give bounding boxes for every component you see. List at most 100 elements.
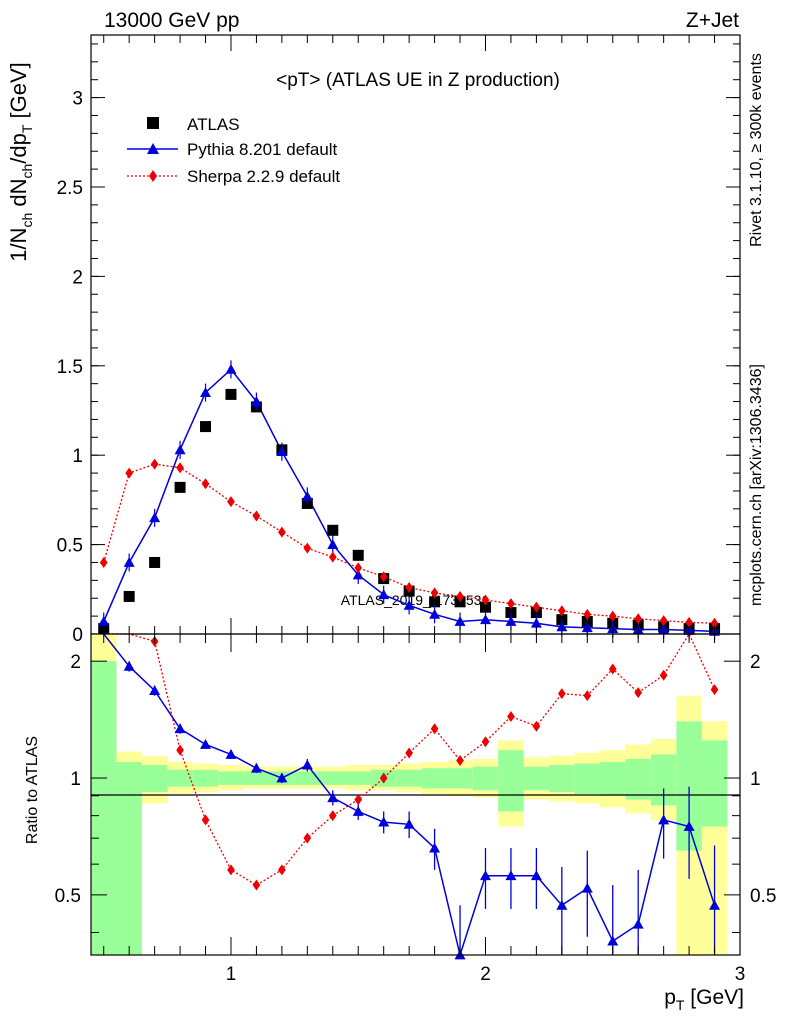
sherpa-point (278, 526, 286, 538)
ratio-sherpa-point (710, 684, 719, 696)
ratio-sherpa-point (532, 720, 541, 732)
ratio-pythia-point (429, 842, 441, 853)
sherpa-point (354, 562, 363, 574)
atlas-point (174, 481, 186, 493)
uncertainty-band-inner (91, 661, 117, 955)
sherpa-point (634, 613, 643, 625)
uncertainty-band-inner (625, 758, 651, 800)
pythia-point (429, 608, 441, 619)
rivet-label: Rivet 3.1.10, ≥ 300k events (748, 53, 765, 247)
pythia-point (454, 615, 466, 626)
sherpa-point (583, 608, 592, 620)
ratio-sherpa-point (379, 772, 388, 784)
ratio-pythia-point (123, 660, 135, 671)
ratio-pythia-point (378, 816, 390, 827)
main-ylabel: 1/Nch dNch/dpT [GeV] (6, 62, 35, 262)
pythia-point (327, 539, 339, 549)
uncertainty-band-inner (167, 769, 193, 787)
sherpa-point (125, 467, 134, 479)
ratio-sherpa-point (481, 736, 490, 748)
ratio-sherpa-point (507, 711, 515, 723)
pythia-point (276, 446, 288, 457)
ratio-ylabel: Ratio to ATLAS (24, 736, 41, 844)
ratio-ytick-label: 1 (70, 769, 81, 790)
ratio-pythia-point (556, 899, 568, 910)
uncertainty-band-inner (320, 771, 346, 785)
sherpa-point (608, 610, 617, 622)
sherpa-point (150, 458, 159, 470)
atlas-point (200, 421, 212, 433)
sherpa-point (99, 556, 108, 568)
uncertainty-band-inner (600, 761, 626, 796)
pythia-point (98, 615, 110, 626)
pythia-point (250, 396, 262, 406)
sherpa-point (328, 551, 337, 563)
ratio-pythia-point (200, 739, 212, 749)
atlas-point (123, 590, 135, 602)
ratio-sherpa-point (405, 747, 413, 759)
uncertainty-band-inner (243, 771, 270, 785)
sherpa-point (379, 571, 388, 583)
ratio-sherpa-point (659, 669, 668, 681)
sherpa-point (659, 615, 668, 627)
sherpa-point (456, 590, 464, 602)
ratio-pythia-point (276, 772, 288, 783)
pythia-point (301, 490, 313, 501)
pythia-point (200, 387, 212, 398)
sherpa-point (201, 478, 210, 490)
energy-label: 13000 GeV pp (104, 9, 239, 32)
ratio-sherpa-point (456, 754, 464, 766)
ratio-xlabel: pT [GeV] (664, 986, 744, 1013)
main-ytick-label: 0.5 (57, 536, 83, 557)
uncertainty-band-inner (472, 766, 499, 791)
ratio-pythia-point (505, 870, 517, 881)
ratio-sherpa-point (608, 663, 617, 675)
sherpa-point (685, 616, 693, 628)
ratio-pythia-point (301, 759, 313, 770)
ratio-panel (91, 634, 728, 955)
ratio-xtick-label: 2 (480, 964, 491, 985)
process-label: Z+Jet (686, 9, 739, 32)
ratio-pythia-point (530, 870, 542, 881)
pythia-point (174, 444, 186, 455)
legend-pythia-marker (147, 143, 159, 154)
ratio-sherpa-point (201, 814, 210, 826)
ratio-pythia-point (479, 870, 491, 881)
ratio-xtick-label: 3 (735, 964, 746, 985)
sherpa-point (176, 462, 184, 474)
legend-sherpa-label: Sherpa 2.2.9 default (187, 167, 340, 186)
legend-sherpa-marker (149, 170, 157, 182)
atlas-point (352, 549, 364, 561)
atlas-point (429, 596, 441, 608)
ratio-pythia-point (632, 918, 644, 929)
ratio-ytick-label: 2 (70, 652, 81, 673)
ratio-pythia-point (683, 821, 695, 831)
pythia-point (149, 512, 161, 523)
legend-pythia-label: Pythia 8.201 default (187, 140, 338, 159)
ratio-ytick-label-right: 0.5 (750, 886, 776, 907)
ratio-sherpa-point (278, 864, 286, 876)
ratio-pythia-point (327, 792, 339, 803)
ratio-sherpa-point (252, 879, 261, 891)
ratio-pythia-point (581, 882, 593, 893)
main-title: <pT> (ATLAS UE in Z production) (276, 70, 560, 91)
pythia-point (123, 556, 135, 567)
ratio-xtick-label: 1 (226, 964, 237, 985)
sherpa-point (252, 510, 261, 522)
atlas-point (149, 556, 161, 568)
ratio-pythia-point (225, 748, 237, 759)
pythia-point (505, 615, 517, 626)
ratio-sherpa-point (176, 744, 184, 756)
ratio-frame (90, 633, 741, 956)
ratio-pythia-point (658, 814, 670, 825)
main-ytick-label: 1.5 (57, 357, 83, 378)
uncertainty-band-inner (498, 750, 524, 812)
watermark: ATLAS_2019_I1736531 (341, 592, 490, 608)
uncertainty-band-inner (141, 765, 168, 793)
main-ytick-label: 2.5 (57, 178, 83, 199)
sherpa-point (557, 605, 566, 617)
sherpa-point (507, 598, 515, 610)
uncertainty-band-inner (294, 771, 321, 785)
ratio-pythia-point (352, 805, 364, 816)
